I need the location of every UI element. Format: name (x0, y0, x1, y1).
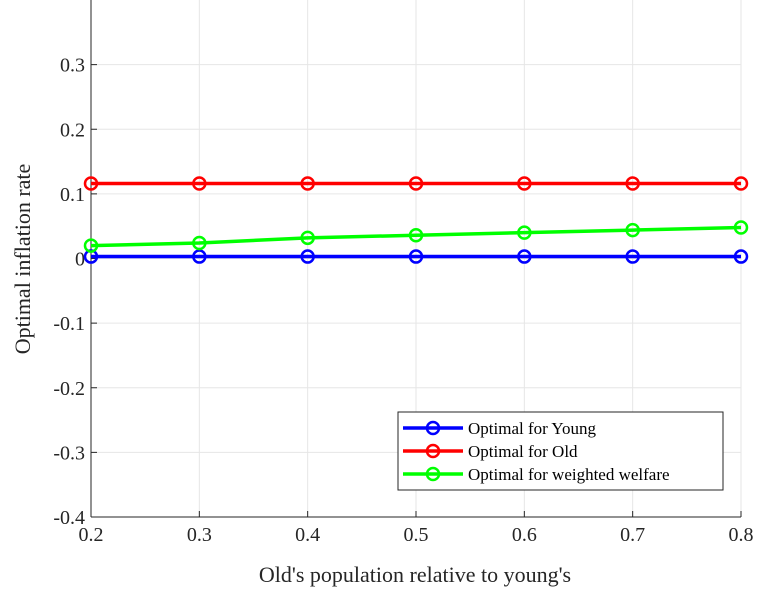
legend-label: Optimal for Old (468, 442, 578, 461)
legend-item: Optimal for Young (403, 419, 596, 438)
series-1-marker (625, 249, 640, 264)
series-2-marker (408, 176, 424, 191)
legend-marker (425, 420, 441, 436)
legend: Optimal for Young Optimal for Old Optimal … (397, 411, 724, 491)
series-1-marker (192, 249, 207, 264)
series-1-marker (408, 249, 424, 264)
legend-marker (425, 443, 441, 459)
series-1-marker (733, 249, 749, 264)
y-tick-label: -0.2 (53, 378, 85, 400)
legend-label: Optimal for weighted welfare (468, 465, 670, 484)
series-2-marker (517, 176, 532, 191)
axes (90, 0, 742, 518)
series-2-marker (625, 176, 640, 191)
x-tick-label: 0.2 (79, 524, 104, 546)
series-3-marker (83, 238, 99, 253)
series-1 (83, 249, 749, 264)
series-1-marker (517, 249, 532, 264)
series-3-line (90, 225, 742, 248)
y-tick-label: 0.3 (60, 55, 85, 77)
legend-item: Optimal for weighted welfare (403, 465, 670, 484)
x-tick-label: 0.3 (187, 524, 212, 546)
series-2-marker (733, 176, 749, 191)
series-2-marker (192, 176, 207, 191)
series-3-marker (408, 227, 424, 243)
series-2-marker (300, 176, 315, 191)
y-tick-label: 0.1 (60, 184, 85, 206)
legend-item: Optimal for Old (403, 442, 578, 461)
x-tick-label: 0.4 (295, 524, 320, 546)
series-3-marker (192, 235, 207, 251)
x-axis-title: Old's population relative to young's (259, 562, 571, 587)
x-tick-label: 0.8 (729, 524, 754, 546)
series (83, 176, 749, 264)
series-2-marker (83, 176, 99, 191)
y-tick-label: -0.3 (53, 442, 85, 464)
legend-marker (425, 466, 441, 482)
y-tick-label: 0 (75, 249, 85, 271)
series-3 (83, 220, 749, 253)
series-2 (83, 176, 749, 191)
y-tick-label: 0.2 (60, 119, 85, 141)
legend-label: Optimal for Young (468, 419, 596, 438)
y-tick-label: -0.1 (53, 313, 85, 335)
x-tick-label: 0.5 (404, 524, 429, 546)
grid (90, 0, 742, 518)
series-3-marker (300, 230, 315, 246)
series-3-marker (733, 220, 749, 235)
tick-labels: 0.2 0.3 0.4 0.5 0.6 0.7 0.8 -0.4 -0.3 -0.2 -0.1 0 0.… (53, 55, 753, 546)
series-1-marker (300, 249, 315, 264)
series-3-marker (517, 225, 532, 240)
y-tick-label: -0.4 (53, 507, 85, 529)
series-3-marker (625, 222, 640, 238)
x-tick-label: 0.7 (620, 524, 645, 546)
y-axis-title: Optimal inflation rate (10, 164, 35, 355)
x-tick-label: 0.6 (512, 524, 537, 546)
